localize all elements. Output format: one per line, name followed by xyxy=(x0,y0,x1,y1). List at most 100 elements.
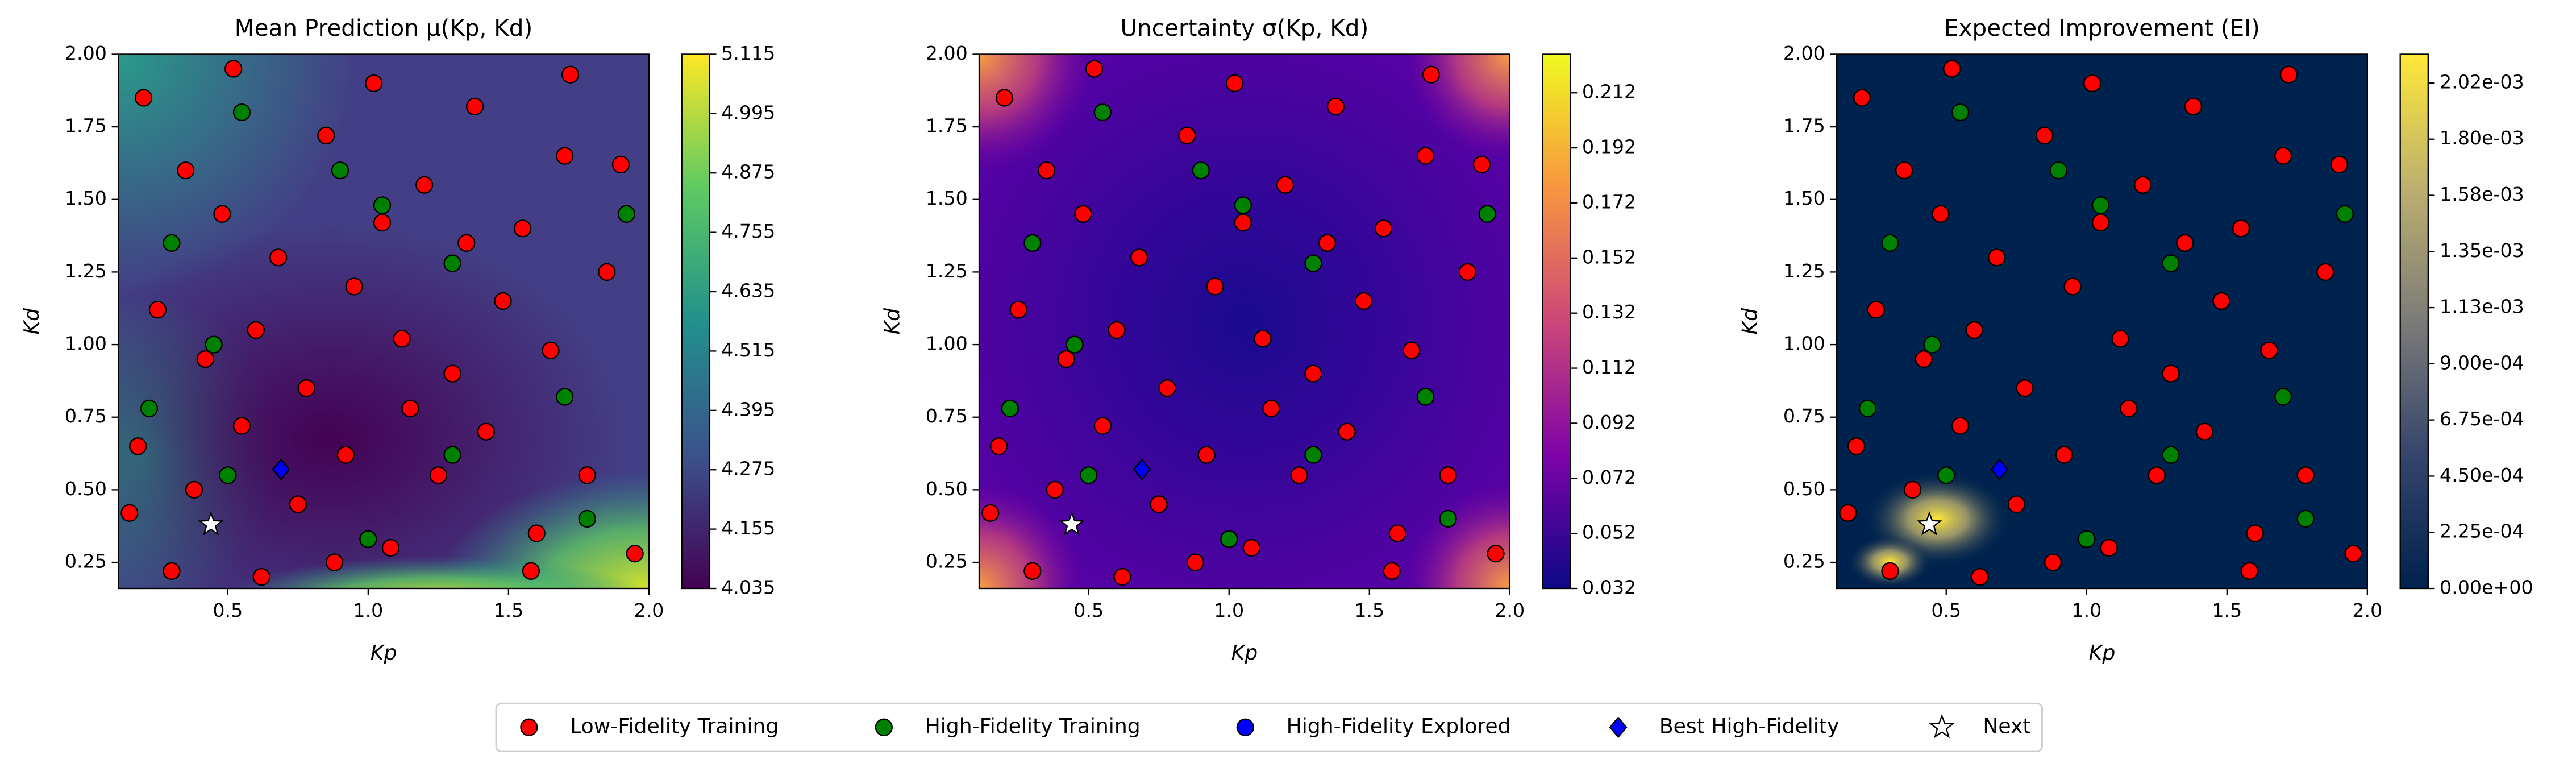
y-tick-label: 0.50 xyxy=(1783,478,1825,500)
circle-marker xyxy=(2274,147,2292,165)
axes-frame xyxy=(117,53,650,590)
y-tick-label: 1.50 xyxy=(1783,187,1825,209)
heatmap-blob xyxy=(118,225,623,589)
y-tick-label: 1.00 xyxy=(926,333,968,355)
colorbar xyxy=(2399,53,2429,590)
circle-marker xyxy=(1108,321,1126,339)
circle-marker xyxy=(2336,205,2354,223)
circle-marker xyxy=(1847,437,1866,455)
colorbar-tick-label: 2.02e-03 xyxy=(2440,71,2524,93)
x-tick-label: 1.5 xyxy=(493,599,523,621)
circle-marker xyxy=(513,219,532,238)
heatmap-blob xyxy=(979,482,1085,589)
legend-label: Next xyxy=(1983,714,2030,738)
y-tick-label: 1.50 xyxy=(926,187,968,209)
x-tick-label: 0.5 xyxy=(1931,599,1961,621)
circle-marker xyxy=(1439,466,1457,484)
circle-marker xyxy=(2091,213,2110,232)
colorbar-tick-label: 4.50e-04 xyxy=(2440,464,2524,486)
circle-marker xyxy=(1186,553,1205,571)
circle-marker xyxy=(522,562,540,580)
circle-marker xyxy=(2078,530,2096,548)
circle-marker xyxy=(1439,509,1457,528)
circle-marker xyxy=(120,504,139,522)
panel-title: Uncertainty σ(Kp, Kd) xyxy=(1121,14,1369,42)
circle-marker xyxy=(2212,292,2230,310)
circle-marker xyxy=(1080,466,1098,484)
y-tick-label: 0.25 xyxy=(65,550,107,573)
circle-marker xyxy=(373,196,392,214)
colorbar xyxy=(1542,53,1571,590)
y-tick-label: 2.00 xyxy=(926,42,968,64)
y-tick-label: 1.00 xyxy=(1783,333,1825,355)
colorbar-tick-label: 4.035 xyxy=(721,577,775,599)
circle-marker xyxy=(269,248,288,267)
circle-marker xyxy=(1242,538,1260,557)
circle-marker xyxy=(1881,562,1899,580)
circle-marker xyxy=(1276,176,1295,194)
circle-marker xyxy=(1487,545,1505,563)
circle-marker xyxy=(443,446,461,464)
x-axis-label: Kp xyxy=(1231,641,1258,665)
circle-marker xyxy=(1318,234,1337,252)
circle-marker xyxy=(232,417,251,435)
circle-marker xyxy=(2148,466,2166,484)
heatmap-blob xyxy=(1404,482,1510,589)
circle-marker xyxy=(2296,509,2315,528)
circle-marker xyxy=(1943,60,1961,78)
circle-marker xyxy=(1459,263,1477,281)
y-tick-label: 0.25 xyxy=(926,550,968,573)
circle-marker xyxy=(2344,545,2362,563)
colorbar-tick-label: 4.635 xyxy=(721,280,775,302)
circle-marker xyxy=(1951,103,1970,122)
circle-marker xyxy=(1383,562,1401,580)
circle-marker xyxy=(1478,205,1496,223)
circle-marker xyxy=(401,399,419,418)
circle-marker xyxy=(2063,277,2082,296)
colorbar-tick-label: 0.112 xyxy=(1582,356,1636,378)
x-axis-label: Kp xyxy=(371,641,397,665)
y-tick-label: 1.75 xyxy=(926,115,968,137)
colorbar-tick-label: 2.25e-04 xyxy=(2440,520,2524,542)
circle-marker xyxy=(1130,248,1148,267)
colorbar-tick-label: 4.155 xyxy=(721,517,775,539)
circle-marker xyxy=(1234,196,1252,214)
legend-label: Best High-Fidelity xyxy=(1659,714,1840,738)
circle-marker xyxy=(2162,254,2180,272)
circle-marker xyxy=(1066,335,1084,354)
y-tick-label: 1.25 xyxy=(926,260,968,282)
circle-marker xyxy=(381,538,399,557)
colorbar-tick-label: 1.80e-03 xyxy=(2440,127,2524,149)
axes-frame xyxy=(1836,53,2369,590)
circle-marker xyxy=(2162,364,2180,383)
circle-marker xyxy=(289,495,307,513)
heatmap-blob xyxy=(118,54,357,295)
circle-marker xyxy=(140,399,159,418)
circle-marker xyxy=(2016,379,2034,397)
circle-marker xyxy=(2260,341,2278,359)
circle-marker xyxy=(1074,205,1092,223)
legend-label: Low-Fidelity Training xyxy=(570,714,779,738)
circle-marker xyxy=(2279,65,2298,84)
circle-marker xyxy=(2240,562,2258,580)
y-tick-label: 1.00 xyxy=(65,333,107,355)
circle-marker xyxy=(163,562,181,580)
star-marker xyxy=(1929,714,1955,739)
panel-title: Mean Prediction μ(Kp, Kd) xyxy=(235,14,533,42)
circle-marker xyxy=(1220,530,1238,548)
x-tick-label: 2.0 xyxy=(1495,599,1525,621)
circle-marker xyxy=(520,718,538,736)
plot-area xyxy=(1837,54,2367,589)
circle-marker xyxy=(2044,553,2062,571)
colorbar-tick-label: 0.072 xyxy=(1582,466,1636,488)
star-marker xyxy=(198,511,224,536)
circle-marker xyxy=(494,292,512,310)
circle-marker xyxy=(1951,417,1970,435)
x-axis-label: Kp xyxy=(2089,641,2116,665)
colorbar-tick-label: 0.132 xyxy=(1582,301,1636,323)
circle-marker xyxy=(1113,567,1131,586)
y-tick-label: 0.25 xyxy=(1783,550,1825,573)
circle-marker xyxy=(185,480,203,499)
circle-marker xyxy=(2316,263,2334,281)
